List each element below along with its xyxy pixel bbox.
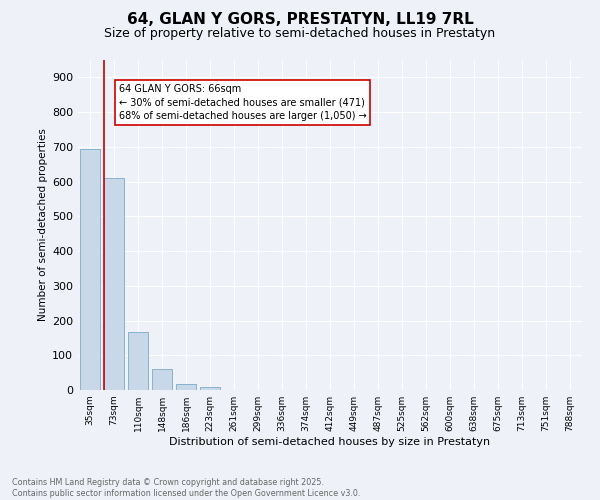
Bar: [176, 384, 196, 390]
Bar: [104, 178, 124, 390]
Bar: [200, 387, 220, 390]
X-axis label: Distribution of semi-detached houses by size in Prestatyn: Distribution of semi-detached houses by …: [169, 437, 491, 447]
Text: Contains HM Land Registry data © Crown copyright and database right 2025.
Contai: Contains HM Land Registry data © Crown c…: [12, 478, 361, 498]
Text: Size of property relative to semi-detached houses in Prestatyn: Size of property relative to semi-detach…: [104, 28, 496, 40]
Y-axis label: Number of semi-detached properties: Number of semi-detached properties: [38, 128, 48, 322]
Bar: [128, 332, 148, 390]
Text: 64 GLAN Y GORS: 66sqm
← 30% of semi-detached houses are smaller (471)
68% of sem: 64 GLAN Y GORS: 66sqm ← 30% of semi-deta…: [119, 84, 367, 120]
Bar: [152, 369, 172, 390]
Bar: [80, 150, 100, 390]
Text: 64, GLAN Y GORS, PRESTATYN, LL19 7RL: 64, GLAN Y GORS, PRESTATYN, LL19 7RL: [127, 12, 473, 28]
